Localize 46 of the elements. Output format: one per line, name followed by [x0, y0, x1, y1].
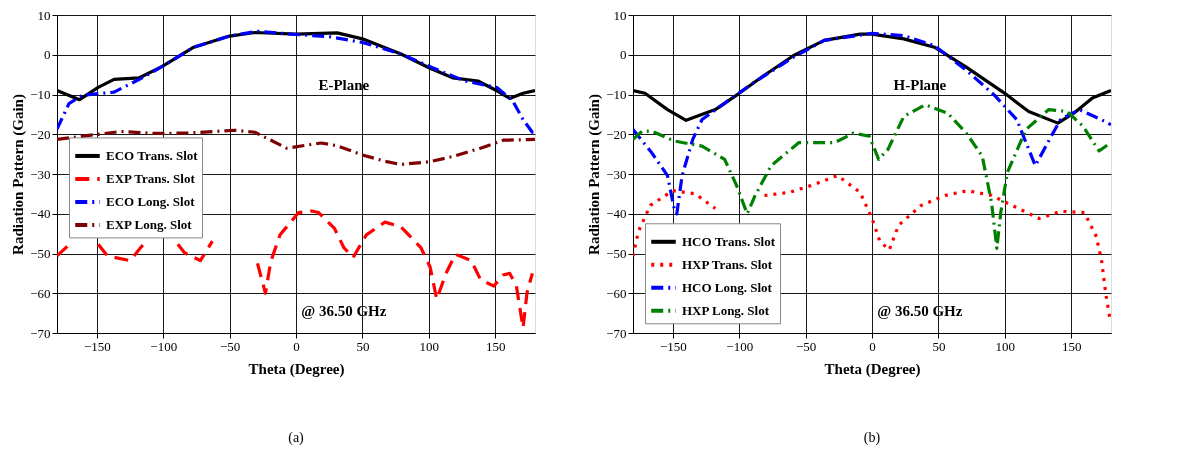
y-tick-label: −50 [606, 246, 627, 261]
y-tick-label: −30 [606, 166, 627, 182]
text: (a) [288, 429, 305, 446]
y-tick-label: −10 [606, 87, 627, 102]
x-axis-title: Theta (Degree) [824, 360, 921, 378]
y-axis-title: Radiation Pattern (Gain) [10, 94, 28, 255]
y-tick-label: −20 [30, 126, 51, 142]
legend-label: HCO Long. Slot [682, 279, 773, 295]
legend-label: HCO Trans. Slot [682, 233, 776, 249]
x-tick-label: 0 [293, 338, 300, 354]
legend-label: HXP Long. Slot [682, 302, 770, 318]
y-tick-label: −60 [30, 285, 51, 301]
y-tick-label: −40 [30, 206, 51, 222]
x-tick-label: −150 [83, 338, 111, 354]
x-tick-label: 150 [1061, 338, 1082, 354]
x-tick-label: 50 [932, 338, 946, 354]
x-tick-label: −50 [795, 338, 817, 354]
y-tick-label: −50 [30, 246, 51, 261]
x-tick-label: −50 [219, 338, 241, 354]
text: (b) [863, 429, 881, 446]
x-tick-label: 100 [419, 338, 440, 354]
y-tick-label: −30 [30, 166, 51, 182]
y-axis-title: Radiation Pattern (Gain) [586, 94, 604, 255]
x-tick-label: −100 [726, 338, 754, 354]
legend-label: ECO Trans. Slot [106, 147, 199, 163]
x-axis-title: Theta (Degree) [248, 360, 345, 378]
x-tick-label: 0 [869, 338, 876, 354]
y-tick-label: 0 [44, 47, 51, 63]
x-tick-label: 50 [356, 338, 370, 354]
y-tick-label: 10 [613, 7, 627, 23]
y-tick-label: −40 [606, 206, 627, 222]
y-tick-label: −10 [30, 87, 51, 102]
legend-label: HXP Trans. Slot [682, 256, 773, 272]
x-tick-label: −150 [659, 338, 687, 354]
y-tick-label: −60 [606, 285, 627, 301]
y-tick-label: −70 [30, 325, 51, 341]
legend-label: EXP Trans. Slot [106, 170, 196, 186]
x-tick-label: −100 [150, 338, 178, 354]
x-tick-label: 100 [995, 338, 1016, 354]
y-tick-label: 0 [620, 47, 627, 63]
y-tick-label: −70 [606, 325, 627, 341]
legend-label: EXP Long. Slot [106, 216, 193, 232]
y-tick-label: −20 [606, 126, 627, 142]
y-tick-label: 10 [37, 7, 51, 23]
legend-label: ECO Long. Slot [106, 193, 196, 209]
x-tick-label: 150 [485, 338, 506, 354]
